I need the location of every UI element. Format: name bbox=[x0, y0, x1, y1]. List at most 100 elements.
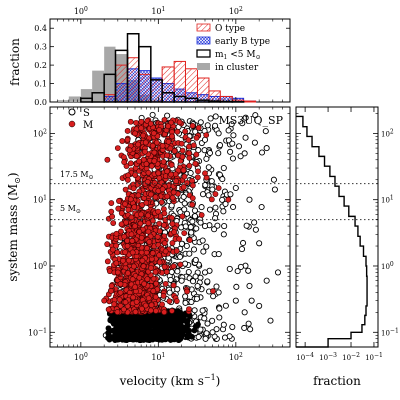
scatter-point-m bbox=[198, 212, 205, 218]
scatter-point-m bbox=[144, 276, 151, 283]
scatter-point-m bbox=[110, 246, 116, 253]
scatter-point-m bbox=[128, 231, 135, 238]
scatter-point-m bbox=[181, 173, 188, 180]
scatter-point-s bbox=[246, 282, 253, 289]
scatter-point-s bbox=[149, 336, 156, 343]
scatter-point-m bbox=[212, 191, 219, 197]
scatter-point-m bbox=[161, 222, 167, 229]
scatter-point-m bbox=[141, 280, 148, 287]
scatter-point-s bbox=[189, 278, 197, 285]
scatter-point-m bbox=[170, 189, 177, 196]
scatter-point-s bbox=[175, 312, 182, 319]
scatter-point-m bbox=[166, 298, 173, 305]
scatter-point-m bbox=[124, 177, 131, 183]
scatter-point-m bbox=[186, 237, 193, 243]
scatter-point-m bbox=[145, 228, 152, 235]
scatter-point-m bbox=[152, 294, 159, 301]
refline-label-5: 5 M⊙ bbox=[60, 204, 81, 215]
scatter-point-m bbox=[160, 158, 167, 165]
scatter-point-s bbox=[172, 334, 179, 341]
scatter-point-m bbox=[158, 199, 165, 206]
scatter-point-s bbox=[174, 286, 181, 293]
scatter-point-s bbox=[181, 200, 188, 207]
scatter-point-s bbox=[212, 113, 219, 120]
scatter-point-m bbox=[109, 213, 116, 220]
scatter-point-m bbox=[189, 182, 196, 189]
scatter-point-s bbox=[246, 196, 253, 203]
scatter-point-m bbox=[132, 308, 139, 315]
right-x-axis-label: fraction bbox=[313, 374, 361, 388]
scatter-point-s bbox=[174, 268, 181, 275]
scatter-point-s bbox=[230, 203, 237, 211]
scatter-point-s bbox=[222, 302, 229, 309]
scatter-point-s bbox=[114, 322, 121, 329]
scatter-point-m bbox=[132, 223, 138, 229]
scatter-point-s bbox=[154, 329, 160, 336]
scatter-point-m bbox=[161, 240, 168, 247]
hist-bar bbox=[103, 94, 116, 103]
scatter-point-m bbox=[125, 206, 132, 213]
scatter-point-m bbox=[225, 196, 232, 203]
scatter-point-s bbox=[191, 213, 199, 220]
scatter-point-m bbox=[194, 174, 201, 181]
right-x-tick-label: 10−4 bbox=[296, 352, 314, 362]
scatter-point-m bbox=[154, 233, 161, 240]
hist-bar bbox=[150, 79, 163, 103]
scatter-point-s bbox=[188, 229, 195, 236]
scatter-point-s bbox=[274, 269, 282, 276]
scatter-point-s bbox=[248, 297, 255, 304]
scatter-point-s bbox=[149, 111, 156, 118]
scatter-point-m bbox=[138, 234, 145, 241]
scatter-point-s bbox=[187, 169, 194, 177]
scatter-point-m bbox=[156, 127, 163, 133]
scatter-point-m bbox=[130, 185, 137, 192]
scatter-point-s bbox=[199, 191, 207, 198]
scatter-point-m bbox=[113, 230, 120, 237]
scatter-point-s bbox=[118, 317, 125, 324]
scatter-point-m bbox=[119, 138, 126, 144]
scatter-point-m bbox=[162, 280, 169, 287]
scatter-point-s bbox=[229, 140, 236, 147]
scatter-point-m bbox=[173, 248, 180, 254]
scatter-point-m bbox=[151, 158, 158, 164]
scatter-point-m bbox=[118, 210, 125, 217]
scatter-point-m bbox=[168, 171, 174, 178]
scatter-point-s bbox=[230, 132, 237, 139]
scatter-point-s bbox=[179, 329, 186, 336]
main-y-tick-label: 101 bbox=[33, 195, 47, 205]
scatter-point-s bbox=[267, 317, 274, 324]
scatter-point-m bbox=[173, 178, 180, 185]
scatter-point-m bbox=[171, 148, 178, 154]
scatter-point-m bbox=[180, 184, 187, 190]
scatter-point-m bbox=[151, 179, 158, 186]
scatter-point-m bbox=[110, 220, 117, 226]
right-y-tick-label: 101 bbox=[381, 195, 394, 205]
scatter-point-m bbox=[147, 120, 154, 127]
scatter-point-s bbox=[226, 265, 233, 273]
top-legend: O type early B type m1 <5 M⊙ in cluster bbox=[196, 23, 270, 73]
reference-lines bbox=[50, 183, 378, 221]
scatter-point-s bbox=[251, 139, 258, 146]
scatter-point-m bbox=[124, 237, 131, 244]
scatter-point-s bbox=[193, 225, 200, 232]
scatter-point-m bbox=[159, 186, 166, 193]
scatter-point-m bbox=[143, 161, 150, 167]
scatter-point-m bbox=[193, 134, 200, 141]
scatter-point-s bbox=[237, 153, 244, 160]
scatter-point-s bbox=[241, 150, 248, 157]
scatter-point-m bbox=[122, 186, 129, 193]
scatter-point-m bbox=[189, 201, 196, 208]
scatter-point-m bbox=[195, 168, 201, 175]
main-x-tick-label: 102 bbox=[229, 352, 243, 362]
scatter-point-m bbox=[156, 228, 163, 235]
scatter-point-m bbox=[179, 153, 186, 160]
hist-bar bbox=[68, 96, 81, 102]
scatter-point-s bbox=[190, 246, 198, 253]
scatter-point-s bbox=[164, 112, 171, 119]
scatter-point-s bbox=[186, 250, 193, 257]
scatter-point-m bbox=[145, 169, 152, 176]
scatter-point-m bbox=[159, 301, 165, 308]
scatter-point-m bbox=[115, 205, 122, 212]
scatter-point-s bbox=[232, 297, 239, 304]
scatter-point-m bbox=[138, 125, 145, 132]
